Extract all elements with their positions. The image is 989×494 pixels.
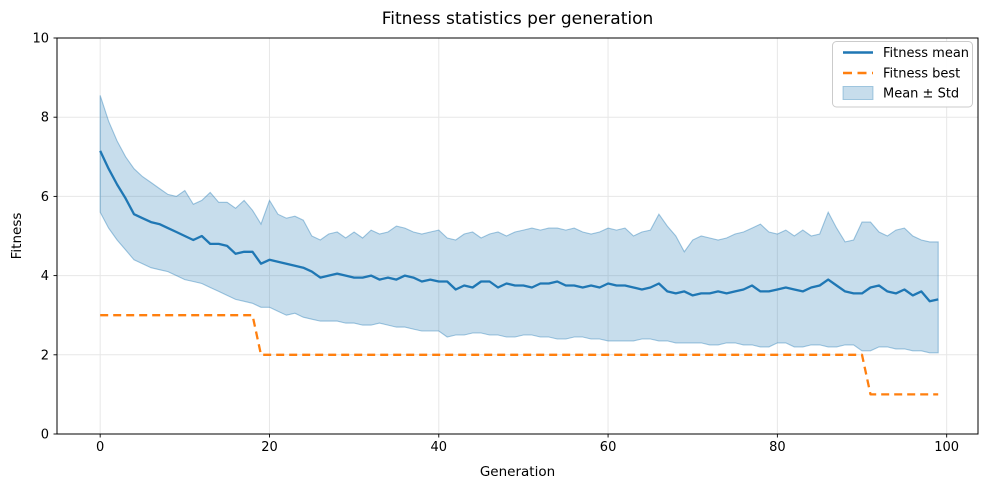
- y-tick-label: 4: [41, 269, 49, 284]
- x-tick-label: 0: [96, 440, 104, 455]
- x-axis-ticks: 0 20 40 60 80 100: [96, 434, 959, 455]
- chart-title: Fitness statistics per generation: [382, 9, 654, 29]
- legend-box: [832, 41, 973, 108]
- best-line: [100, 314, 939, 396]
- legend-label-mean: Fitness mean: [883, 46, 969, 61]
- x-tick-label: 20: [261, 440, 278, 455]
- x-tick-label: 40: [431, 440, 448, 455]
- legend-band-patch-sample: [842, 86, 874, 100]
- std-band: [99, 95, 939, 354]
- y-tick-label: 2: [41, 348, 49, 363]
- legend: Fitness mean Fitness best Mean ± Std: [832, 41, 973, 108]
- x-tick-label: 60: [600, 440, 617, 455]
- axes-spines: [56, 37, 979, 435]
- y-axis-ticks: 0 2 4 6 8 10: [32, 32, 57, 443]
- y-tick-label: 8: [41, 111, 49, 126]
- x-tick-label: 100: [934, 440, 959, 455]
- legend-label-best: Fitness best: [883, 67, 960, 82]
- y-tick-label: 10: [32, 32, 49, 47]
- y-tick-label: 0: [41, 428, 49, 443]
- y-tick-label: 6: [41, 190, 49, 205]
- x-axis-label: Generation: [480, 464, 555, 480]
- y-axis-label: Fitness: [9, 213, 25, 260]
- x-tick-label: 80: [769, 440, 786, 455]
- legend-label-band: Mean ± Std: [883, 87, 959, 102]
- mean-line: [99, 150, 939, 303]
